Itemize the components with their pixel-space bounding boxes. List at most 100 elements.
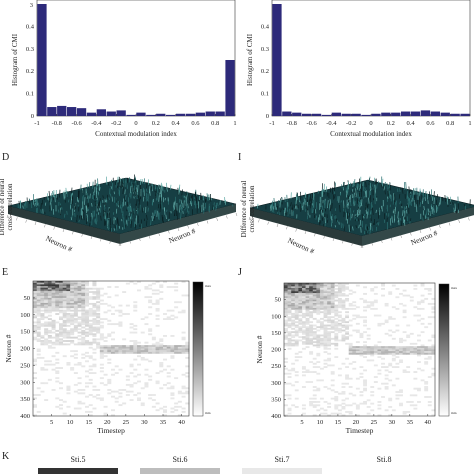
heatmap-cell [62, 319, 67, 322]
heatmap-cell [334, 317, 339, 320]
heatmap-cell [73, 356, 78, 359]
heatmap-cell [55, 299, 60, 302]
heatmap-cell [301, 306, 306, 309]
heatmap-cell [291, 301, 296, 304]
heatmap-cell [341, 301, 346, 304]
heatmap-cell [99, 294, 104, 297]
x-axis-label: Timestep [346, 426, 374, 435]
heatmap-cell [59, 387, 64, 390]
heatmap-cell [111, 373, 116, 376]
heatmap-cell [395, 377, 400, 380]
heatmap-cell [323, 324, 328, 327]
heatmap-cell [81, 318, 86, 321]
heatmap-cell [62, 323, 67, 326]
heatmap-cell [33, 296, 38, 299]
heatmap-cell [327, 311, 332, 314]
heatmap-cell [327, 359, 332, 362]
heatmap-cell [327, 364, 332, 367]
heatmap-cell [337, 289, 342, 292]
heatmap-cell [305, 327, 310, 330]
heatmap-cell [305, 329, 310, 332]
heatmap-cell [92, 287, 97, 290]
heatmap-cell [316, 401, 321, 403]
heatmap-cell [287, 297, 292, 300]
heatmap-cell [81, 294, 86, 297]
heatmap-cell [44, 321, 49, 324]
heatmap-cell [47, 335, 52, 337]
heatmap-cell [395, 287, 400, 290]
heatmap-cell [40, 287, 45, 290]
heatmap-cell [334, 406, 339, 408]
heatmap-cell [73, 324, 78, 327]
heatmap-cell [341, 402, 346, 405]
heatmap-cell [55, 281, 60, 283]
heatmap-cell [55, 321, 60, 324]
heatmap-cell [62, 316, 67, 319]
heatmap-cell [55, 297, 60, 300]
heatmap-cell [66, 389, 71, 391]
heatmap-cell [85, 313, 90, 315]
heatmap-cell [312, 386, 317, 388]
heatmap-cell [298, 336, 303, 339]
heatmap-cell [402, 347, 407, 350]
heatmap-cell [337, 302, 342, 305]
heatmap-cell [377, 346, 382, 349]
heatmap-cell [85, 343, 90, 346]
heatmap-cell [66, 304, 71, 307]
heatmap-cell [99, 321, 104, 324]
heatmap-cell [388, 349, 393, 352]
heatmap-cell [148, 345, 153, 348]
surface-spike [367, 230, 369, 234]
heatmap-cell [77, 321, 82, 324]
heatmap-cell [312, 332, 317, 335]
heatmap-cell [363, 356, 367, 359]
heatmap-cell [345, 382, 350, 385]
heatmap-cell [327, 289, 332, 292]
heatmap-cell [107, 304, 112, 307]
heatmap-cell [125, 383, 130, 386]
heatmap-cell [337, 404, 342, 407]
heatmap-cell [284, 322, 288, 325]
heatmap-cell [36, 289, 41, 292]
heatmap-cell [424, 357, 429, 360]
heatmap-cell [44, 323, 49, 326]
heatmap-cell [316, 342, 321, 345]
heatmap-cell [334, 306, 339, 309]
surface-spike [372, 207, 374, 215]
heatmap-cell [73, 321, 78, 324]
heatmap-cell [144, 358, 149, 361]
heatmap-cell [96, 316, 101, 319]
heatmap-cell [47, 345, 52, 348]
heatmap-cell [363, 286, 367, 289]
heatmap-cell [140, 350, 145, 353]
heatmap-cell [148, 287, 153, 290]
heatmap-cell [298, 326, 303, 329]
heatmap-cell [413, 394, 418, 397]
heatmap-cell [327, 327, 332, 330]
heatmap-cell [406, 411, 411, 413]
heatmap-cell [301, 296, 306, 299]
heatmap-cell [133, 309, 138, 312]
heatmap-cell [133, 301, 138, 304]
heatmap-cell [298, 314, 303, 317]
heatmap-cell [309, 284, 314, 287]
heatmap-cell [181, 336, 186, 339]
heatmap-cell [298, 321, 303, 324]
heatmap-cell [70, 302, 75, 305]
heatmap-cell [301, 301, 306, 304]
heatmap-cell [59, 340, 64, 342]
heatmap-cell [47, 287, 52, 290]
surface-spike [348, 196, 351, 201]
heatmap-cell [62, 340, 67, 342]
heatmap-cell [174, 286, 179, 288]
heatmap-cell [334, 284, 339, 287]
heatmap-cell [151, 289, 156, 292]
heatmap-cell [363, 309, 367, 312]
heatmap-cell [363, 319, 367, 322]
heatmap-cell [114, 400, 119, 403]
heatmap-cell [363, 401, 367, 403]
heatmap-cell [359, 352, 364, 355]
heatmap-cell [51, 289, 56, 292]
heatmap-cell [355, 316, 360, 319]
heatmap-cell [47, 318, 52, 321]
